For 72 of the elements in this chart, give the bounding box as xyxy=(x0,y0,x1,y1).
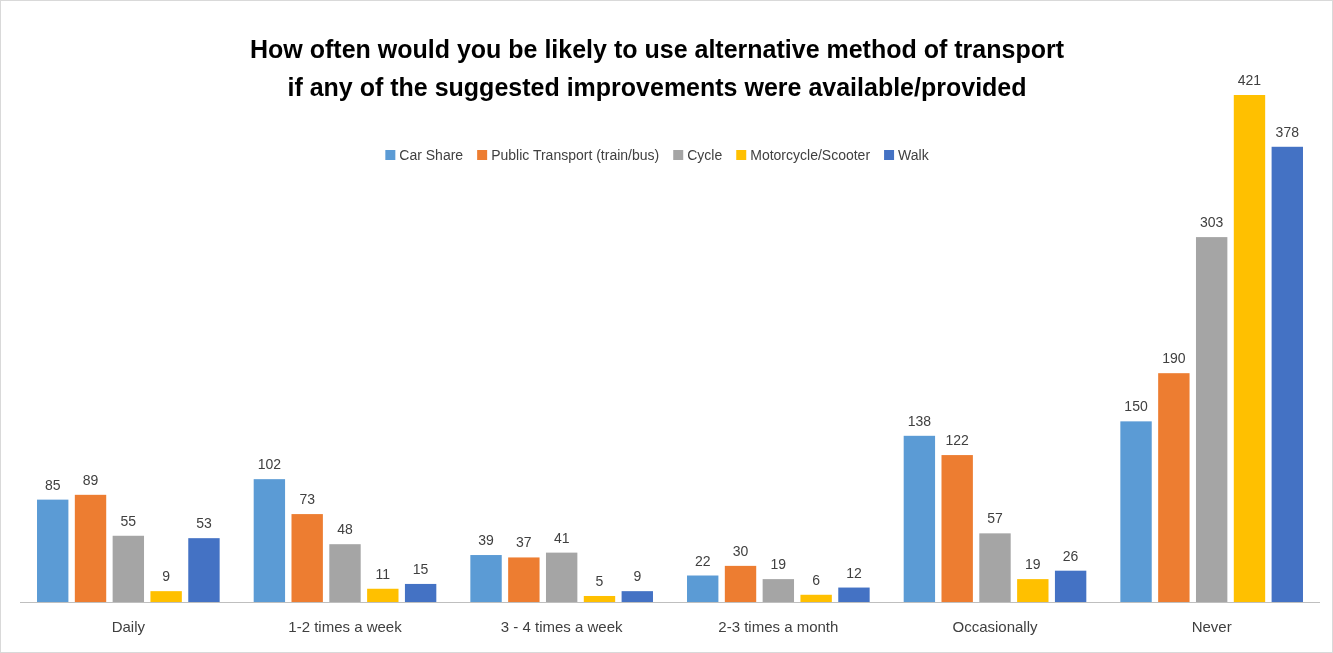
bar xyxy=(1017,579,1049,602)
bar xyxy=(150,591,182,602)
data-label: 190 xyxy=(1162,350,1186,367)
data-label: 6 xyxy=(812,571,821,588)
data-label: 15 xyxy=(412,560,429,577)
data-label: 89 xyxy=(82,471,99,488)
data-label: 37 xyxy=(516,534,532,551)
data-label: 55 xyxy=(120,512,137,529)
bar xyxy=(1120,421,1152,602)
x-tick-label: 3 - 4 times a week xyxy=(500,618,624,635)
bar xyxy=(470,555,502,602)
bar xyxy=(979,533,1011,602)
legend-label: Motorcycle/Scooter xyxy=(750,147,871,163)
data-label: 22 xyxy=(694,552,711,569)
bar xyxy=(367,588,399,602)
data-label: 122 xyxy=(945,432,970,449)
x-tick-label: Daily xyxy=(111,618,146,635)
bar xyxy=(112,535,145,602)
data-label: 9 xyxy=(162,568,171,585)
data-label: 303 xyxy=(1199,214,1224,231)
data-label: 53 xyxy=(196,515,212,532)
bar xyxy=(1054,570,1087,602)
data-label: 11 xyxy=(375,565,391,582)
bar xyxy=(545,552,578,602)
x-tick-label: Occasionally xyxy=(952,618,1039,635)
data-label: 102 xyxy=(257,456,282,473)
bar xyxy=(941,455,973,602)
bar xyxy=(508,557,540,602)
legend-label: Cycle xyxy=(687,147,723,163)
data-label: 12 xyxy=(846,564,862,581)
bar xyxy=(583,595,616,602)
data-label: 48 xyxy=(337,521,353,538)
bar xyxy=(291,514,323,602)
bar xyxy=(621,591,653,602)
bar xyxy=(253,479,286,602)
data-label: 30 xyxy=(732,542,749,559)
data-label: 378 xyxy=(1275,123,1300,140)
x-tick-label: Never xyxy=(1191,618,1232,635)
data-label: 26 xyxy=(1062,547,1079,564)
bar xyxy=(188,538,220,602)
bar xyxy=(724,565,757,602)
data-label: 85 xyxy=(44,476,61,493)
data-label: 9 xyxy=(633,568,642,585)
bar xyxy=(1233,95,1266,602)
data-label: 5 xyxy=(595,572,604,589)
data-label: 138 xyxy=(907,412,932,429)
data-label: 150 xyxy=(1124,398,1148,415)
bar xyxy=(37,499,69,602)
bar xyxy=(1195,237,1228,602)
bar xyxy=(1271,146,1303,602)
bar xyxy=(404,583,437,602)
data-label: 41 xyxy=(553,529,570,546)
data-label: 421 xyxy=(1237,72,1262,88)
bar xyxy=(74,494,107,602)
data-label: 19 xyxy=(1025,556,1041,573)
bar xyxy=(903,435,936,602)
data-label: 73 xyxy=(299,491,316,508)
bar xyxy=(838,587,870,602)
x-tick-label: 1-2 times a week xyxy=(288,618,403,635)
legend-label: Public Transport (train/bus) xyxy=(491,147,660,163)
bar xyxy=(1158,373,1190,602)
chart-title: How often would you be likely to use alternative method of transport if any of the suggested improvements were available/provided xyxy=(250,35,1065,101)
bar xyxy=(687,575,719,602)
legend-label: Car Share xyxy=(399,147,464,163)
bar xyxy=(762,579,795,602)
bar xyxy=(329,544,361,602)
legend-label: Walk xyxy=(898,147,930,163)
data-label: 57 xyxy=(987,510,1003,527)
x-tick-label: 2-3 times a month xyxy=(718,618,839,635)
data-label: 39 xyxy=(478,532,495,549)
bar xyxy=(800,594,832,602)
data-label: 19 xyxy=(770,556,787,573)
